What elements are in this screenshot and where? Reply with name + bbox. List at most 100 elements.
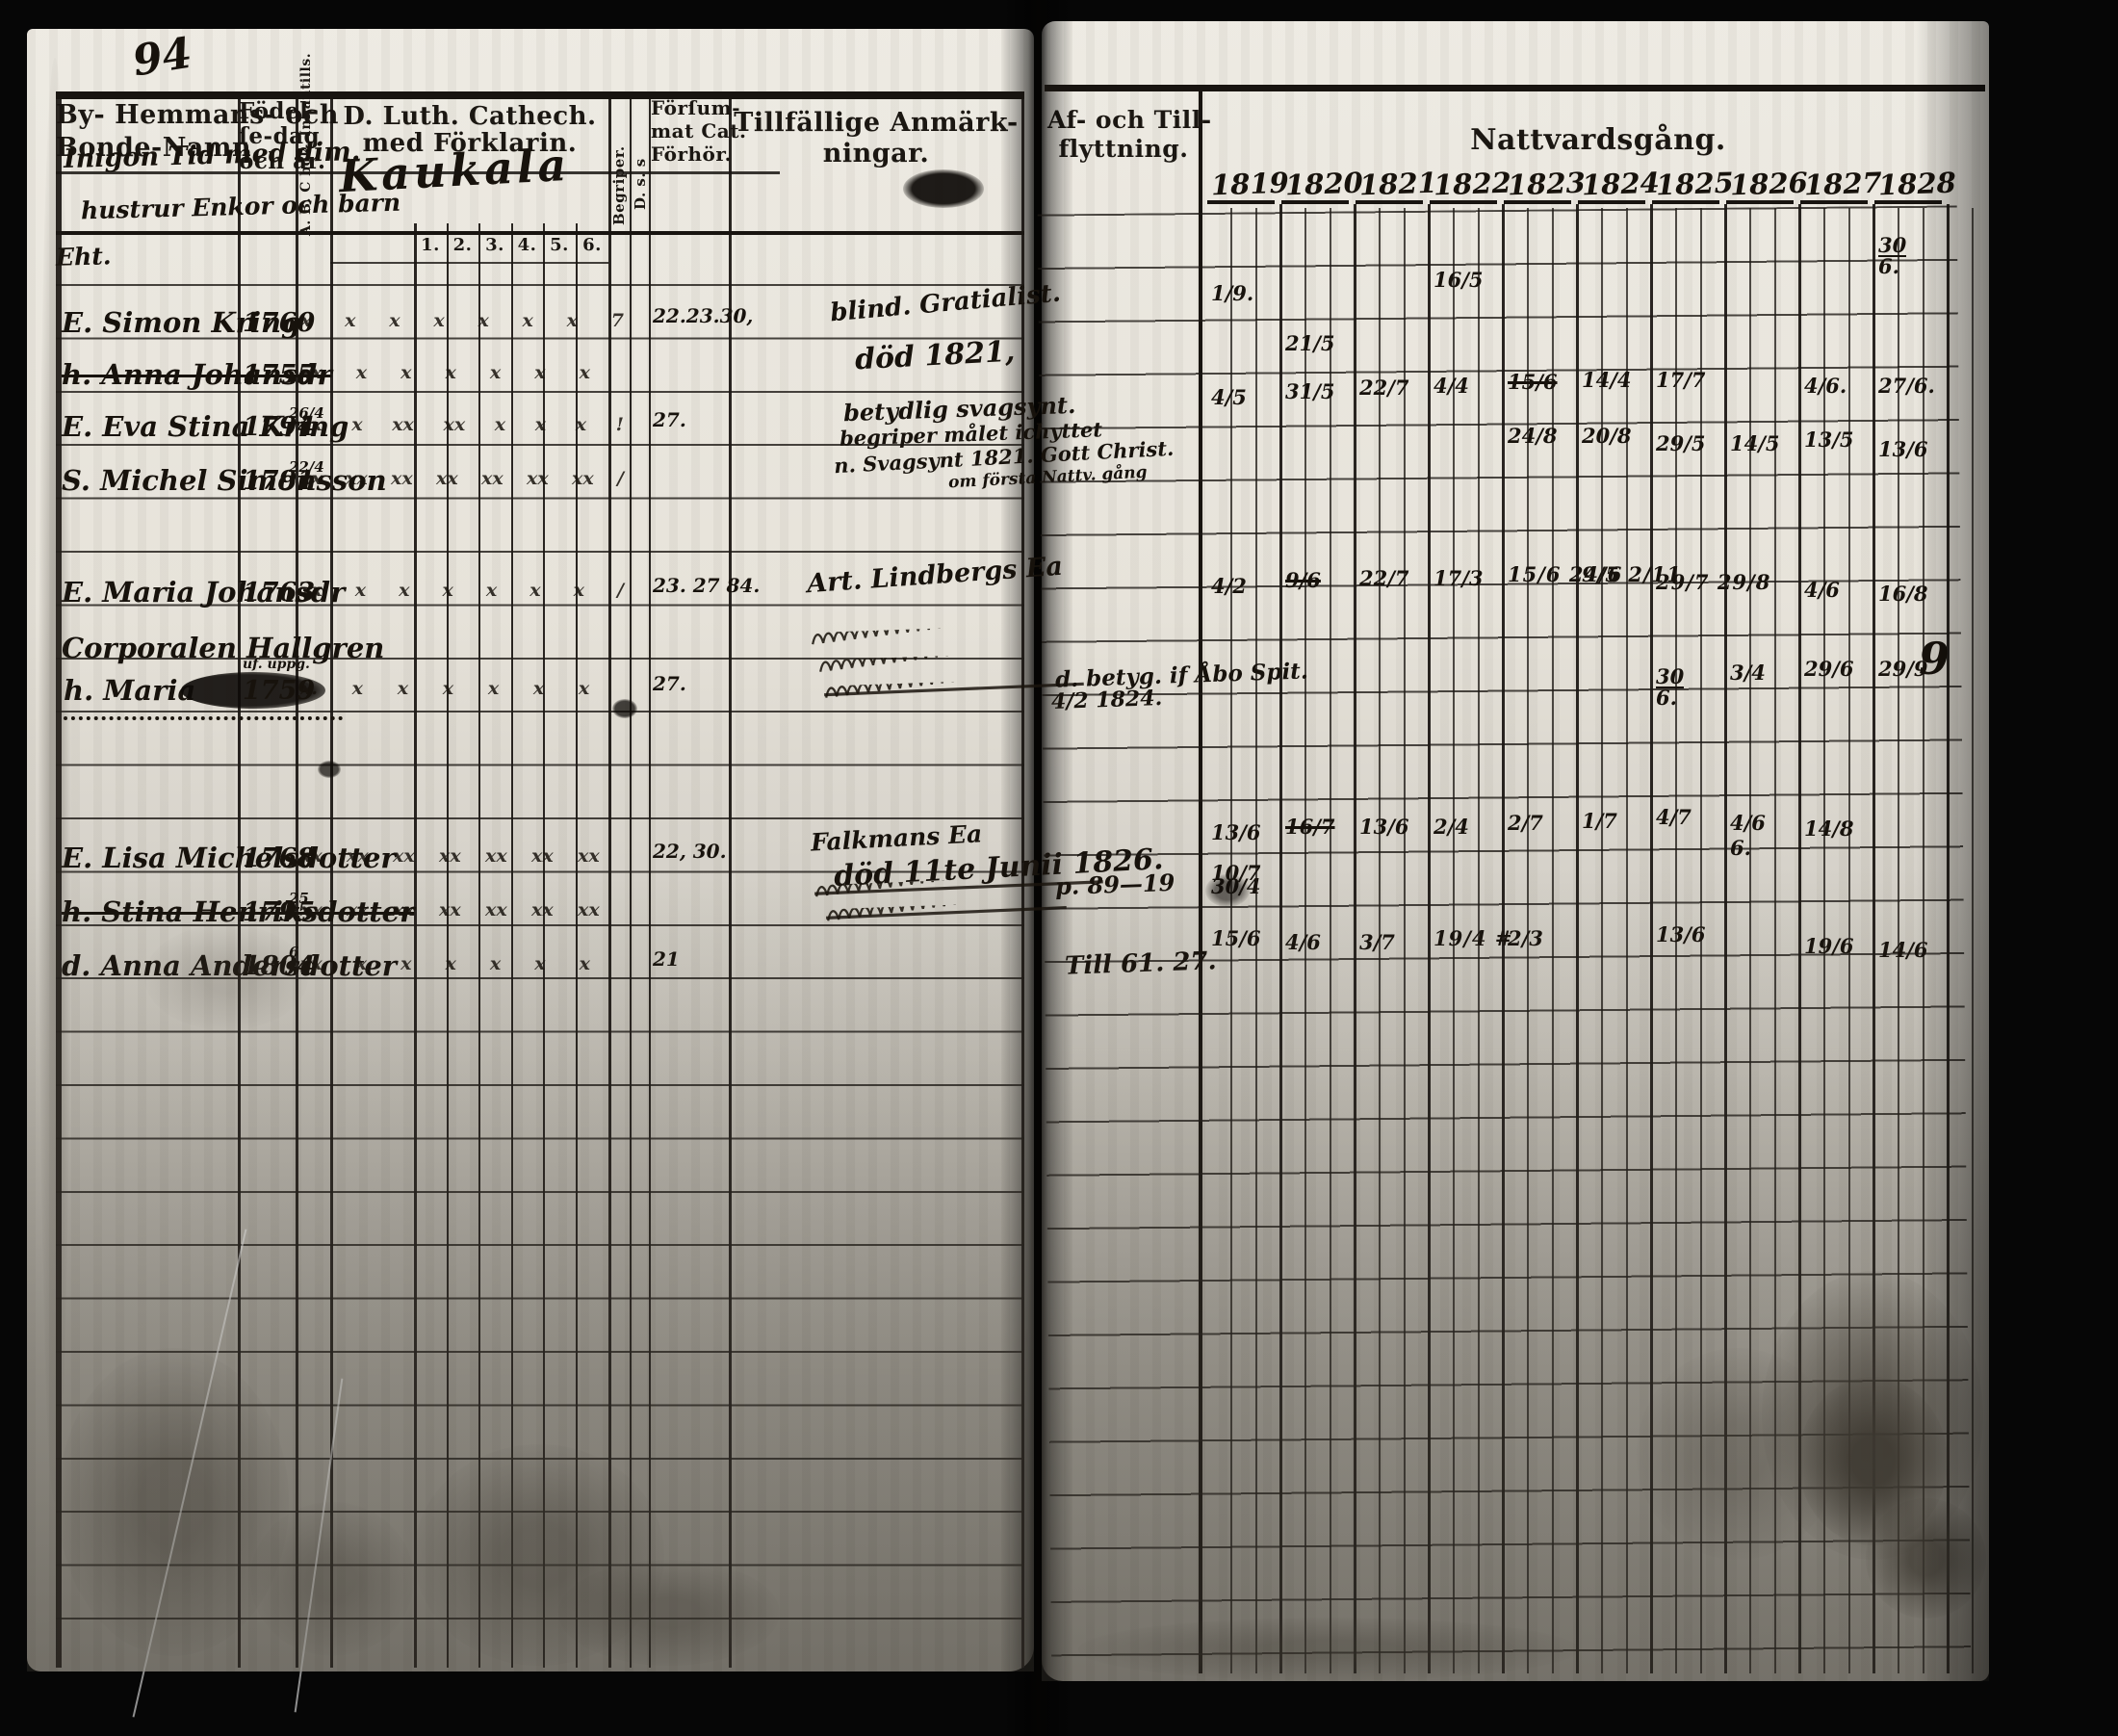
- attendance-marks: xx xx xx xx xx xx xx: [300, 899, 624, 920]
- column-line: [1354, 204, 1356, 1673]
- year-underline: [1281, 200, 1349, 204]
- communion-date: 29/5: [1656, 431, 1706, 455]
- column-line: [729, 91, 732, 1668]
- sub-column-line: [1404, 208, 1406, 1673]
- forsummat-value: 27.: [653, 672, 686, 695]
- communion-date: 27/6.: [1878, 374, 1935, 398]
- communion-date: 3/4: [1730, 661, 1766, 685]
- communion-date: 21/5: [1285, 331, 1335, 355]
- communion-date: 30 6.: [1656, 664, 1685, 710]
- catech-col-number: 4.: [517, 235, 537, 255]
- x-mark: x: [494, 414, 506, 435]
- header-forsummat-line3: Förhör.: [651, 143, 733, 166]
- communion-date: 9/5 2/11: [1582, 562, 1682, 586]
- birth-note: uf. uppg.: [243, 657, 310, 672]
- sub-column-line: [1774, 208, 1776, 1673]
- person-name-second: h. Maria: [64, 674, 196, 707]
- column-line: [1650, 204, 1653, 1673]
- column-line: [511, 223, 513, 1668]
- communion-date: 4/4: [1434, 374, 1469, 398]
- birth-date-fraction: 26/4: [289, 404, 324, 422]
- year-underline: [1652, 200, 1719, 204]
- x-mark: x: [433, 310, 445, 331]
- communion-date: 24/8: [1508, 424, 1558, 448]
- year-label: 1820: [1284, 166, 1364, 202]
- communion-date: 16/5: [1434, 268, 1484, 292]
- forsummat-value: 23. 27 84.: [653, 574, 761, 597]
- communion-date: 15/6: [1211, 926, 1261, 950]
- communion-date: 4/5: [1211, 385, 1247, 409]
- x-mark: x: [400, 362, 412, 383]
- communion-date: 2/3: [1508, 926, 1543, 950]
- birth-date-fraction: 6: [289, 944, 299, 961]
- communion-date: 2/7: [1508, 811, 1543, 835]
- x-mark: xx: [347, 845, 369, 867]
- x-mark: xx: [300, 580, 323, 601]
- communion-date: 29/7 29/8: [1656, 570, 1771, 594]
- x-mark: 7: [610, 310, 624, 331]
- x-mark: xx: [485, 899, 507, 920]
- catech-col-number: 1.: [421, 235, 440, 255]
- communion-date: 16/8: [1878, 582, 1928, 606]
- communion-date: 14/4: [1582, 368, 1632, 392]
- year-underline: [1578, 200, 1645, 204]
- catech-col-number: 6.: [582, 235, 602, 255]
- communion-date: 4/6.: [1804, 374, 1847, 398]
- column-line: [1576, 204, 1579, 1673]
- communion-date: 13/6: [1656, 922, 1706, 946]
- x-mark: x: [442, 678, 454, 699]
- person-name: E. Lisa Michelsdotter: [62, 842, 396, 874]
- communion-date: 1/9.: [1211, 281, 1254, 305]
- person-name: d. Anna Andersdotter: [62, 949, 398, 982]
- x-mark: x: [399, 580, 410, 601]
- header-catech-line2: med Förklarin.: [362, 129, 578, 158]
- column-line: [1199, 89, 1202, 1673]
- birth-year: 1755: [243, 360, 316, 390]
- x-mark: x: [534, 414, 547, 435]
- communion-date: 29/6: [1804, 657, 1854, 681]
- communion-date: 3/7: [1359, 930, 1395, 954]
- x-mark: xx: [572, 468, 594, 489]
- header-divider: [56, 171, 780, 174]
- person-name: E. Simon Kring: [62, 306, 301, 339]
- forsummat-value: 22.23.30,: [653, 304, 754, 327]
- communion-date: 13/6: [1359, 815, 1409, 839]
- x-mark: x: [573, 580, 584, 601]
- communion-date: 30 6.: [1878, 233, 1907, 278]
- communion-date: 30/4: [1211, 874, 1261, 898]
- communion-date: 16/7: [1285, 815, 1335, 839]
- group-heading: Eht.: [55, 242, 112, 272]
- year-label: 1828: [1877, 166, 1957, 202]
- communion-date: 14/6: [1878, 938, 1928, 962]
- x-mark: x: [355, 362, 368, 383]
- x-mark: x.: [300, 678, 318, 699]
- x-mark: x: [351, 678, 363, 699]
- column-line: [478, 223, 480, 1668]
- x-mark: x: [489, 953, 502, 974]
- attendance-marks: xx xx xx xx xx xx xx: [300, 845, 624, 867]
- header-dss-col: D. s. s: [632, 158, 649, 210]
- column-line: [1873, 204, 1875, 1673]
- year-underline: [1356, 200, 1423, 204]
- column-line: [1279, 204, 1282, 1673]
- x-mark: x: [489, 362, 502, 383]
- year-underline: [1430, 200, 1497, 204]
- catech-number-divider: [330, 262, 608, 264]
- x-mark: xx: [436, 468, 458, 489]
- x-mark: /: [617, 468, 624, 489]
- communion-date: 14/8: [1804, 816, 1854, 841]
- birth-date-fraction: 22/4: [289, 458, 324, 476]
- person-name: E. Maria Johansdr: [62, 576, 346, 609]
- header-forsummat-line1: Förſum-: [651, 96, 741, 119]
- x-mark: x: [485, 580, 498, 601]
- x-mark: xx: [300, 468, 323, 489]
- communion-date: 2/4: [1434, 815, 1469, 839]
- communion-date: 13/6: [1211, 820, 1261, 844]
- communion-date: 31/5: [1285, 379, 1335, 403]
- year-label: 1826: [1729, 166, 1809, 202]
- right-page: [1042, 21, 1989, 1681]
- header-afoch-till-line1: Af- och Till-: [1047, 106, 1212, 134]
- header-name-col-line2: Bonde-Namn.: [56, 133, 261, 163]
- communion-date: 4/7: [1656, 805, 1692, 829]
